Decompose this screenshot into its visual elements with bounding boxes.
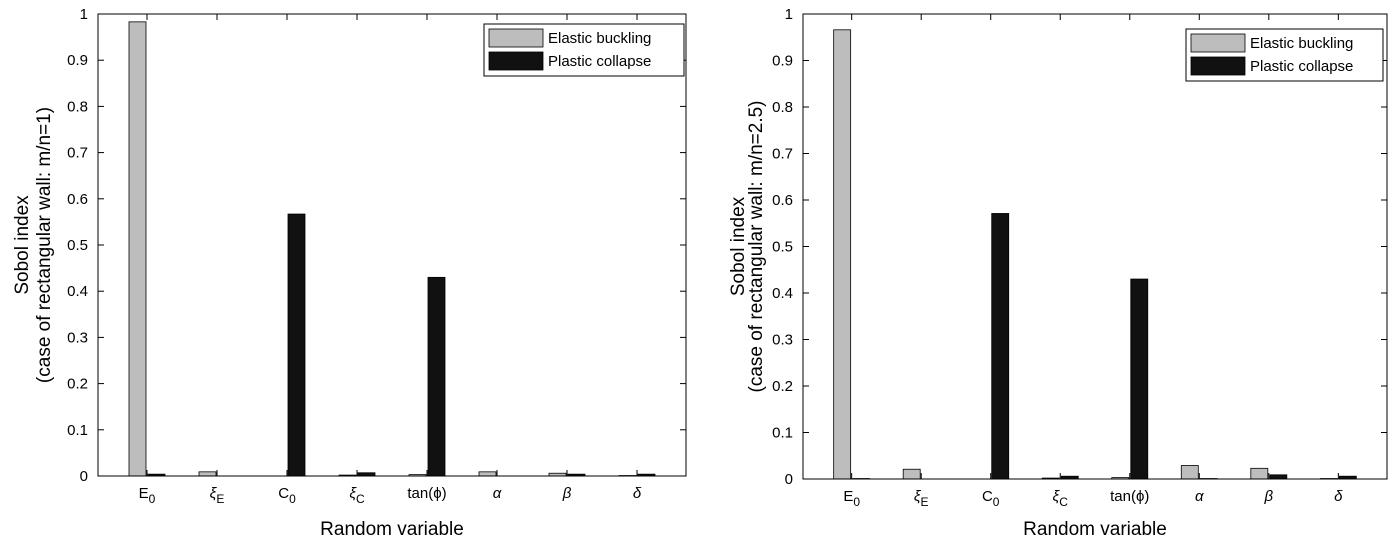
x-tick-label: tan(ϕ) — [1110, 488, 1149, 505]
y-tick-label: 0 — [80, 468, 88, 485]
bar-elastic-2 — [198, 471, 217, 477]
x-tick-label: ξC — [1053, 488, 1069, 509]
x-axis-label: Random variable — [1023, 519, 1167, 540]
x-tick-label: β — [562, 485, 572, 502]
y-tick-label: 0.3 — [67, 329, 88, 346]
legend-label-elastic: Elastic buckling — [1250, 35, 1353, 52]
y-tick-label: 0.2 — [67, 376, 88, 393]
x-tick-label: ξE — [210, 485, 225, 506]
x-tick-label: tan(ϕ) — [407, 485, 446, 502]
bar-elastic-2 — [902, 468, 921, 480]
y-tick-label: 0.6 — [67, 191, 88, 208]
y-tick-label: 0.2 — [772, 378, 793, 395]
legend-swatch-plastic — [488, 51, 544, 71]
y-tick-label: 0.9 — [772, 53, 793, 70]
y-tick-label: 0.8 — [772, 99, 793, 116]
x-tick-label: E0 — [139, 485, 156, 506]
axes-box — [97, 13, 687, 477]
bar-elastic-1 — [833, 29, 852, 480]
y-tick-label: 0.4 — [67, 283, 88, 300]
bar-elastic-6 — [1180, 465, 1199, 480]
y-tick-label: 0.5 — [772, 239, 793, 256]
y-tick-label: 0.7 — [772, 146, 793, 163]
x-tick-label: ξE — [914, 488, 929, 509]
x-tick-label: ξC — [349, 485, 365, 506]
y-tick-label: 0.7 — [67, 145, 88, 162]
legend: Elastic buckling Plastic collapse — [1185, 28, 1384, 82]
y-tick-label: 1 — [785, 6, 793, 23]
y-tick-label: 0.6 — [772, 192, 793, 209]
x-tick-label: δ — [633, 485, 642, 502]
x-tick-label: β — [1264, 488, 1274, 505]
bar-plastic-5 — [427, 276, 446, 477]
y-tick-label: 0.8 — [67, 98, 88, 115]
legend-label-plastic: Plastic collapse — [1250, 58, 1353, 75]
legend-swatch-plastic — [1190, 56, 1246, 76]
y-tick-label: 1 — [80, 6, 88, 23]
chart-panel-1: 0 0.1 0.2 0.3 0.4 0.5 0.6 0.7 0.8 0.9 1 E0 ξE C0 ξC tan… — [12, 6, 687, 540]
bar-plastic-7 — [1269, 474, 1288, 480]
y-tick-label: 0 — [785, 471, 793, 488]
x-axis-label: Random variable — [320, 519, 464, 540]
x-tick-label: α — [1195, 488, 1204, 505]
chart-panel-2: 0 0.1 0.2 0.3 0.4 0.5 0.6 0.7 0.8 0.9 1 E0 ξE C0 ξC tan… — [728, 6, 1388, 540]
bar-elastic-1 — [128, 21, 147, 477]
y-tick-label: 0.1 — [772, 425, 793, 442]
bar-plastic-3 — [991, 213, 1010, 480]
legend-label-plastic: Plastic collapse — [548, 53, 651, 70]
y-tick-label: 0.4 — [772, 285, 793, 302]
y-axis-sublabel: (case of rectangular wall: m/n=2.5) — [746, 101, 767, 393]
legend-swatch-elastic — [488, 28, 544, 48]
bar-elastic-7 — [1250, 467, 1269, 480]
y-axis-label: Sobol index — [12, 195, 33, 295]
y-axis-sublabel: (case of rectangular wall: m/n=1) — [34, 107, 55, 383]
legend-swatch-elastic — [1190, 33, 1246, 53]
y-tick-label: 0.1 — [67, 422, 88, 439]
x-tick-label: C0 — [278, 485, 296, 506]
x-tick-label: E0 — [843, 488, 860, 509]
y-axis-label: Sobol index — [728, 196, 749, 296]
y-tick-label: 0.3 — [772, 332, 793, 349]
x-tick-label: α — [493, 485, 502, 502]
y-tick-label: 0.5 — [67, 237, 88, 254]
x-tick-label: δ — [1334, 488, 1343, 505]
axes-box — [802, 13, 1388, 480]
bar-plastic-3 — [287, 213, 306, 477]
bar-elastic-6 — [478, 471, 497, 477]
legend-label-elastic: Elastic buckling — [548, 30, 651, 47]
y-tick-label: 0.9 — [67, 52, 88, 69]
legend: Elastic buckling Plastic collapse — [483, 23, 685, 77]
x-tick-label: C0 — [982, 488, 1000, 509]
bar-plastic-5 — [1130, 278, 1149, 480]
